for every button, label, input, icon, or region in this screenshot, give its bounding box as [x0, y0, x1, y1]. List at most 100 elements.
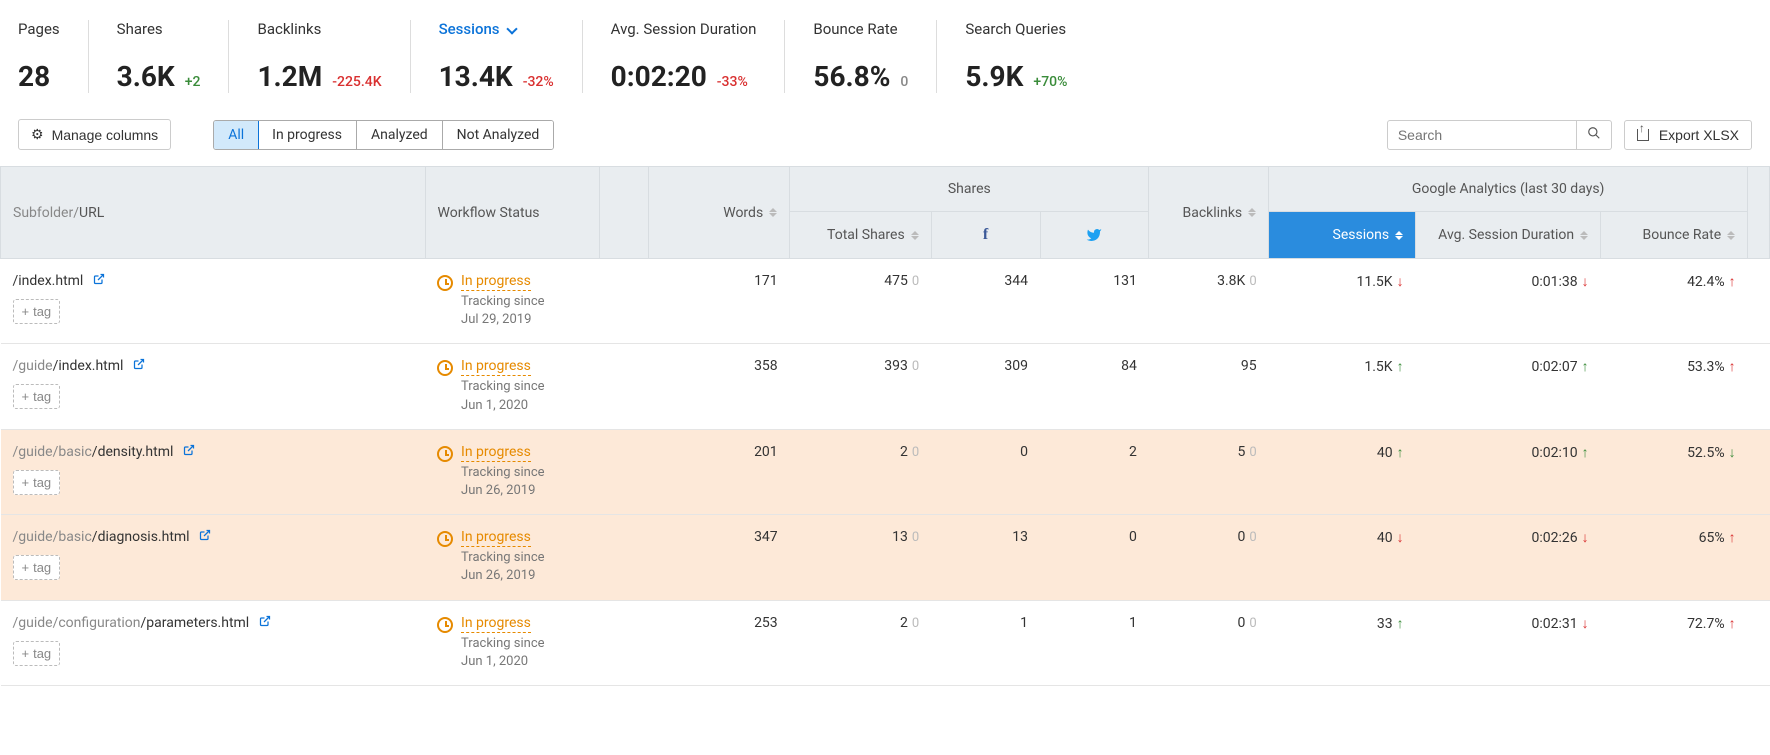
metric-label: Search Queries: [965, 20, 1067, 38]
cell-words: 358: [648, 344, 790, 429]
metric-queries[interactable]: Search Queries 5.9K +70%: [936, 20, 1095, 93]
arrow-down-icon: ↓: [1582, 530, 1589, 546]
metric-label: Backlinks: [257, 20, 381, 38]
twitter-icon: [1086, 227, 1102, 243]
col-duration[interactable]: Avg. Session Duration: [1416, 212, 1601, 259]
sort-icon: [1727, 231, 1735, 240]
cell-sessions: 40↓: [1269, 515, 1416, 600]
arrow-down-icon: ↓: [1582, 274, 1589, 290]
toolbar: Manage columns All In progress Analyzed …: [0, 103, 1770, 166]
metric-pages[interactable]: Pages 28: [18, 20, 88, 93]
cell-workflow: In progress Tracking sinceJun 1, 2020: [425, 600, 599, 685]
filter-tab-analyzed[interactable]: Analyzed: [357, 121, 443, 149]
metric-delta: -33%: [717, 74, 748, 90]
col-twitter[interactable]: [1040, 212, 1149, 259]
metric-bounce[interactable]: Bounce Rate 56.8% 0: [784, 20, 936, 93]
col-workflow[interactable]: Workflow Status: [425, 167, 599, 259]
table-row[interactable]: /guide/configuration/parameters.html + t…: [1, 600, 1770, 685]
gear-icon: [31, 126, 46, 143]
col-facebook[interactable]: f: [931, 212, 1040, 259]
cell-duration: 0:02:26↓: [1416, 515, 1601, 600]
cell-tw: 0: [1040, 515, 1149, 600]
table-header: Subfolder/URL Workflow Status Words Shar…: [1, 167, 1770, 259]
cell-workflow: In progress Tracking sinceJun 1, 2020: [425, 344, 599, 429]
col-ga-group: Google Analytics (last 30 days): [1269, 167, 1748, 212]
manage-columns-button[interactable]: Manage columns: [18, 119, 171, 150]
col-sessions[interactable]: Sessions: [1269, 212, 1416, 259]
sort-icon: [911, 231, 919, 240]
chevron-down-icon[interactable]: [506, 23, 518, 35]
metric-value: 0:02:20: [611, 60, 707, 93]
metric-duration[interactable]: Avg. Session Duration 0:02:20 -33%: [582, 20, 785, 93]
metric-value: 13.4K: [439, 60, 513, 93]
add-tag-button[interactable]: + tag: [13, 299, 61, 324]
external-link[interactable]: [93, 273, 105, 289]
filter-tab-notanalyzed[interactable]: Not Analyzed: [443, 121, 554, 149]
cell-bounce: 72.7%↑: [1601, 600, 1748, 685]
cell-backlinks: 50: [1149, 429, 1269, 514]
add-tag-button[interactable]: + tag: [13, 555, 61, 580]
cell-workflow: In progress Tracking sinceJun 26, 2019: [425, 515, 599, 600]
cell-backlinks: 3.8K0: [1149, 259, 1269, 344]
search-input[interactable]: [1387, 120, 1577, 150]
arrow-down-icon: ↓: [1397, 274, 1404, 290]
col-bounce[interactable]: Bounce Rate: [1601, 212, 1748, 259]
metric-sessions[interactable]: Sessions 13.4K -32%: [410, 20, 582, 93]
table-row[interactable]: /guide/basic/diagnosis.html + tag In pro…: [1, 515, 1770, 600]
cell-bounce: 65%↑: [1601, 515, 1748, 600]
table-row[interactable]: /guide/index.html + tag In progress Trac…: [1, 344, 1770, 429]
metric-label: Shares: [117, 20, 201, 38]
status-link[interactable]: In progress: [461, 358, 531, 376]
cell-total-shares: 130: [790, 515, 932, 600]
external-link[interactable]: [199, 529, 211, 545]
external-link[interactable]: [259, 615, 271, 631]
cell-duration: 0:02:10↑: [1416, 429, 1601, 514]
filter-tab-all[interactable]: All: [213, 120, 259, 150]
add-tag-button[interactable]: + tag: [13, 470, 61, 495]
status-link[interactable]: In progress: [461, 273, 531, 291]
metric-shares[interactable]: Shares 3.6K +2: [88, 20, 229, 93]
add-tag-button[interactable]: + tag: [13, 641, 61, 666]
export-button[interactable]: Export XLSX: [1624, 120, 1752, 150]
cell-words: 201: [648, 429, 790, 514]
sort-icon: [1248, 208, 1256, 217]
metric-backlinks[interactable]: Backlinks 1.2M -225.4K: [228, 20, 409, 93]
cell-spacer: [599, 429, 648, 514]
tracking-since: Tracking sinceJun 1, 2020: [461, 378, 545, 414]
cell-words: 171: [648, 259, 790, 344]
filter-tabs: All In progress Analyzed Not Analyzed: [213, 120, 554, 150]
external-link[interactable]: [133, 358, 145, 374]
arrow-up-icon: ↑: [1397, 445, 1404, 461]
metric-value: 1.2M: [257, 60, 322, 93]
tracking-since: Tracking sinceJun 26, 2019: [461, 549, 545, 585]
clock-icon: [437, 446, 453, 462]
external-link-icon: [93, 273, 105, 285]
cell-scroll: [1748, 600, 1770, 685]
table-row[interactable]: /guide/basic/density.html + tag In progr…: [1, 429, 1770, 514]
metric-label: Bounce Rate: [813, 20, 908, 38]
external-link-icon: [133, 358, 145, 370]
table-row[interactable]: /index.html + tag In progress Tracking s…: [1, 259, 1770, 344]
plus-icon: +: [22, 646, 30, 661]
col-backlinks[interactable]: Backlinks: [1149, 167, 1269, 259]
arrow-down-icon: ↓: [1729, 445, 1736, 461]
status-link[interactable]: In progress: [461, 615, 531, 633]
filter-tab-inprogress[interactable]: In progress: [258, 121, 357, 149]
cell-fb: 1: [931, 600, 1040, 685]
cell-url: /guide/index.html + tag: [1, 344, 426, 429]
status-link[interactable]: In progress: [461, 444, 531, 462]
search-button[interactable]: [1577, 120, 1612, 150]
add-tag-button[interactable]: + tag: [13, 384, 61, 409]
data-table: Subfolder/URL Workflow Status Words Shar…: [0, 166, 1770, 686]
col-words[interactable]: Words: [648, 167, 790, 259]
col-total-shares[interactable]: Total Shares: [790, 212, 932, 259]
col-scroll: [1748, 167, 1770, 259]
external-link[interactable]: [183, 444, 195, 460]
cell-url: /guide/basic/diagnosis.html + tag: [1, 515, 426, 600]
col-url[interactable]: Subfolder/URL: [1, 167, 426, 259]
cell-workflow: In progress Tracking sinceJul 29, 2019: [425, 259, 599, 344]
cell-scroll: [1748, 344, 1770, 429]
magnifier-icon: [1587, 126, 1601, 140]
metric-label: Sessions: [439, 20, 554, 38]
status-link[interactable]: In progress: [461, 529, 531, 547]
